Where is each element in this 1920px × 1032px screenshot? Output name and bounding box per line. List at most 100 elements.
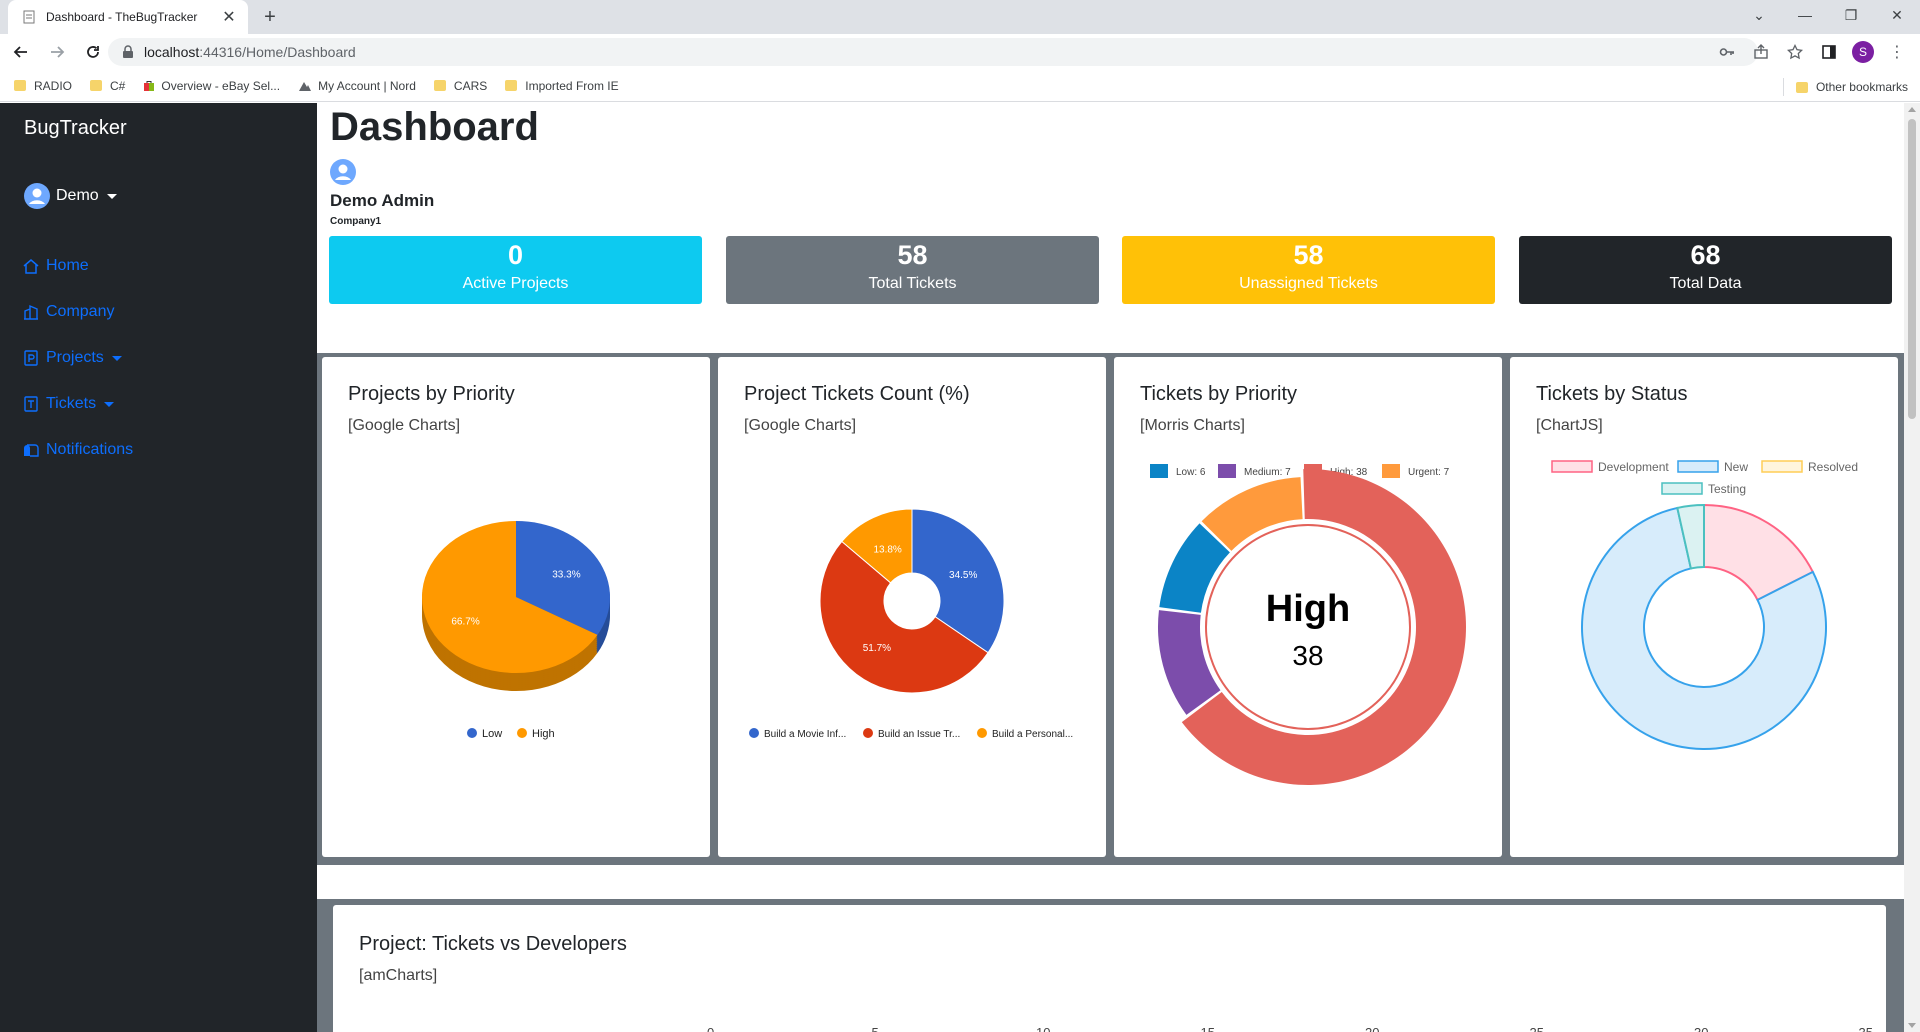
- page-scrollbar[interactable]: [1904, 103, 1920, 1032]
- folder-icon: [505, 80, 518, 91]
- mountain-icon: [299, 81, 312, 91]
- user-avatar-icon: [330, 159, 356, 185]
- new-tab-button[interactable]: +: [264, 6, 276, 28]
- lock-icon: [123, 45, 133, 58]
- project-tickets-chart[interactable]: 34.5% 51.7% 13.8% Build a Movie Inf... Build…: [718, 447, 1106, 827]
- legend-marker: [977, 728, 987, 738]
- legend-label: Low: [482, 728, 502, 740]
- legend-label: New: [1724, 460, 1748, 474]
- project-file-icon: [24, 350, 38, 366]
- user-label: Demo: [56, 187, 99, 204]
- bookmarks-bar: RADIO C# Overview - eBay Sel... My Accou…: [0, 70, 1920, 102]
- tickets-priority-chart[interactable]: Low: 6 Medium: 7 High: 38 Urgent: 7 High 38: [1114, 447, 1502, 847]
- legend-marker: [1218, 464, 1236, 478]
- tab-search-icon[interactable]: ⌄: [1753, 6, 1765, 23]
- legend-label: Development: [1598, 460, 1669, 474]
- sidebar-item-tickets[interactable]: Tickets: [22, 381, 133, 427]
- bookmark-nord[interactable]: My Account | Nord: [298, 79, 416, 93]
- reload-icon: [87, 46, 99, 58]
- scroll-up-icon[interactable]: [1908, 107, 1916, 112]
- tickets-status-chart[interactable]: Development New Resolved Testing: [1510, 447, 1898, 847]
- forward-button[interactable]: [42, 37, 72, 67]
- close-window-button[interactable]: ✕: [1891, 6, 1903, 23]
- card-tickets-by-status: Tickets by Status [ChartJS] Development N…: [1510, 357, 1898, 857]
- url-path: :44316/Home/Dashboard: [199, 44, 356, 60]
- legend-label: Build a Movie Inf...: [764, 729, 846, 740]
- legend-label: High: 38: [1330, 467, 1368, 478]
- x-axis-tick: 30: [1694, 1025, 1708, 1032]
- back-arrow-icon: [13, 46, 27, 58]
- browser-tab[interactable]: Dashboard - TheBugTracker ✕: [8, 0, 248, 34]
- card-project-tickets-count: Project Tickets Count (%) [Google Charts…: [718, 357, 1106, 857]
- page-title: Dashboard: [330, 105, 539, 149]
- url-input[interactable]: localhost:44316/Home/Dashboard: [108, 38, 1758, 66]
- donut-segment-medium: [1158, 610, 1221, 715]
- legend-label: Low: 6: [1176, 467, 1206, 478]
- x-axis-tick: 35: [1859, 1025, 1873, 1032]
- sidebar-item-home[interactable]: Home: [22, 243, 133, 289]
- browser-tab-bar: Dashboard - TheBugTracker ✕ + ⌄ — ❐ ✕: [0, 0, 1920, 34]
- forward-arrow-icon: [51, 46, 65, 58]
- donut-label: 13.8%: [873, 544, 901, 555]
- tab-title: Dashboard - TheBugTracker: [46, 10, 198, 24]
- scroll-down-icon[interactable]: [1908, 1023, 1916, 1028]
- legend-marker: [863, 728, 873, 738]
- bookmark-star-icon[interactable]: [1784, 41, 1806, 63]
- legend-label: Resolved: [1808, 460, 1858, 474]
- bookmark-ebay[interactable]: Overview - eBay Sel...: [143, 79, 280, 93]
- folder-icon: [433, 80, 446, 91]
- card-tickets-by-priority: Tickets by Priority [Morris Charts] Low:…: [1114, 357, 1502, 857]
- x-axis-tick: 10: [1036, 1025, 1050, 1032]
- stat-unassigned-tickets: 58 Unassigned Tickets: [1122, 236, 1495, 304]
- donut-slice: [911, 508, 1005, 654]
- donut-label: 34.5%: [949, 570, 977, 581]
- back-button[interactable]: [6, 37, 36, 67]
- bookmark-cars[interactable]: CARS: [433, 79, 487, 93]
- pie-slice-low: [516, 521, 610, 635]
- restore-button[interactable]: ❐: [1844, 6, 1858, 23]
- doughnut-segment-testing: [1676, 503, 1705, 570]
- ticket-file-icon: [24, 396, 38, 412]
- card-projects-by-priority: Projects by Priority [Google Charts] 33.…: [322, 357, 710, 857]
- x-axis-tick: 0: [707, 1025, 714, 1032]
- donut-label: 51.7%: [863, 643, 891, 654]
- sidebar-item-company[interactable]: Company: [22, 289, 133, 335]
- legend-label: Build an Issue Tr...: [878, 729, 960, 740]
- x-axis-tick: 15: [1201, 1025, 1215, 1032]
- share-icon[interactable]: [1750, 41, 1772, 63]
- shopping-bag-icon: [144, 80, 155, 91]
- key-icon[interactable]: [1716, 41, 1738, 63]
- minimize-button[interactable]: —: [1798, 7, 1812, 23]
- other-bookmarks[interactable]: Other bookmarks: [1782, 78, 1908, 96]
- donut-segment-high: [1181, 469, 1466, 785]
- doughnut-segment-new: [1581, 506, 1827, 750]
- sidebar-item-notifications[interactable]: Notifications: [22, 427, 133, 473]
- user-avatar-icon: [24, 183, 50, 209]
- legend-marker: [517, 728, 527, 738]
- reload-button[interactable]: [78, 37, 108, 67]
- legend-marker: [1677, 460, 1719, 473]
- bookmark-csharp[interactable]: C#: [90, 79, 125, 93]
- sidebar-item-projects[interactable]: Projects: [22, 335, 133, 381]
- scrollbar-thumb[interactable]: [1908, 119, 1916, 419]
- legend-label: Build a Personal...: [992, 729, 1073, 740]
- brand-logo[interactable]: BugTracker: [24, 117, 127, 139]
- donut-segment-low: [1159, 523, 1230, 613]
- pie-label: 66.7%: [451, 617, 479, 628]
- legend-label: Urgent: 7: [1408, 467, 1450, 478]
- tab-close-icon[interactable]: ✕: [222, 9, 236, 26]
- sidebar: BugTracker Demo Home Company Projects Ti…: [0, 103, 317, 1032]
- stat-active-projects: 0 Active Projects: [329, 236, 702, 304]
- donut-slice: [819, 540, 989, 694]
- user-full-name: Demo Admin: [330, 191, 435, 210]
- bookmark-radio[interactable]: RADIO: [14, 79, 72, 93]
- toolbar-icons: S ⋮: [1716, 38, 1920, 66]
- menu-kebab-icon[interactable]: ⋮: [1889, 44, 1905, 61]
- projects-priority-chart[interactable]: 33.3% 66.7% Low High: [322, 447, 710, 827]
- profile-avatar-button[interactable]: S: [1852, 41, 1874, 63]
- user-dropdown[interactable]: Demo: [24, 183, 117, 209]
- bookmark-imported[interactable]: Imported From IE: [505, 79, 619, 93]
- legend-marker: [1551, 460, 1593, 473]
- donut-center-label: High: [1266, 588, 1350, 630]
- side-panel-icon[interactable]: [1818, 41, 1840, 63]
